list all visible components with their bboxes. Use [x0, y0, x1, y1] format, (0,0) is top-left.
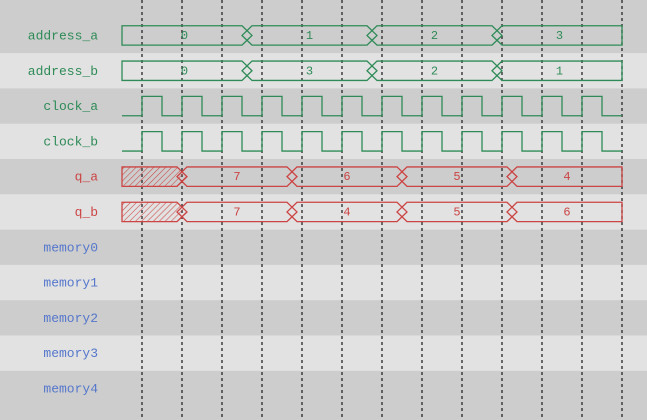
svg-text:7: 7: [233, 205, 240, 219]
svg-text:3: 3: [306, 64, 313, 78]
svg-text:1: 1: [306, 29, 313, 43]
svg-text:5: 5: [453, 205, 460, 219]
svg-text:7: 7: [233, 170, 240, 184]
svg-text:2: 2: [431, 29, 438, 43]
svg-text:2: 2: [431, 64, 438, 78]
svg-text:6: 6: [343, 170, 350, 184]
svg-text:4: 4: [563, 170, 570, 184]
svg-text:clock_b: clock_b: [43, 134, 98, 149]
svg-text:memory2: memory2: [43, 311, 98, 326]
svg-text:address_a: address_a: [28, 28, 98, 43]
svg-text:0: 0: [181, 29, 188, 43]
svg-text:5: 5: [453, 170, 460, 184]
svg-text:3: 3: [556, 29, 563, 43]
svg-text:memory0: memory0: [43, 240, 98, 255]
svg-text:q_b: q_b: [75, 205, 98, 220]
svg-text:4: 4: [343, 205, 350, 219]
svg-text:memory3: memory3: [43, 346, 98, 361]
svg-text:q_a: q_a: [75, 170, 99, 185]
svg-text:clock_a: clock_a: [43, 99, 98, 114]
svg-text:6: 6: [563, 205, 570, 219]
svg-text:1: 1: [556, 64, 563, 78]
svg-text:memory1: memory1: [43, 276, 98, 291]
svg-text:memory4: memory4: [43, 381, 98, 396]
svg-text:0: 0: [181, 64, 188, 78]
svg-text:address_b: address_b: [28, 64, 98, 79]
